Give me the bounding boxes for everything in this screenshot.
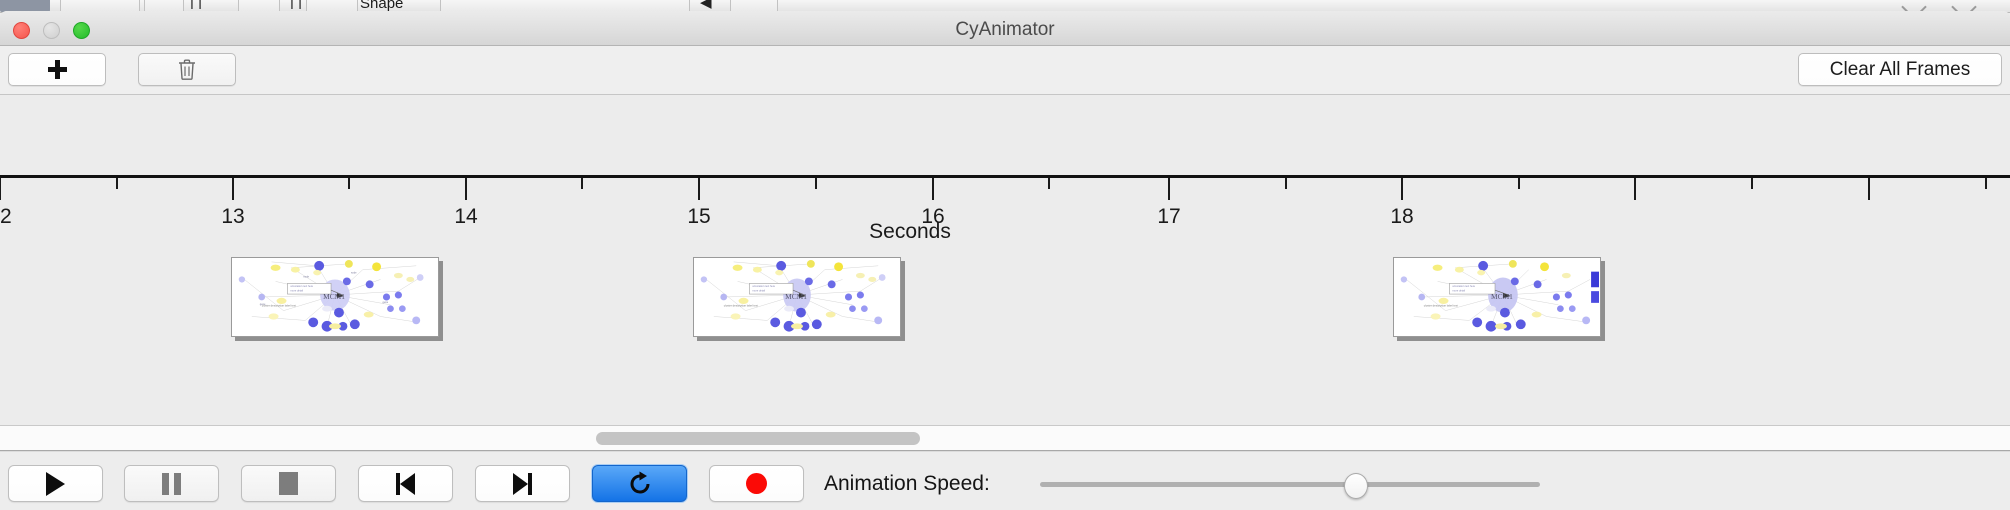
- svg-text:gene: gene: [383, 301, 389, 304]
- animation-speed-slider-knob[interactable]: [1344, 473, 1368, 499]
- ruler-tick: [815, 178, 817, 189]
- ruler-tick-label: 16: [921, 205, 945, 228]
- ruler-tick-label: 14: [454, 205, 478, 228]
- ruler-tick: [0, 178, 1, 200]
- ruler-tick: [1634, 178, 1636, 200]
- ruler-tick: [1285, 178, 1287, 189]
- window-title: CyAnimator: [955, 19, 1055, 40]
- clear-all-frames-button[interactable]: Clear All Frames: [1798, 53, 2002, 86]
- background-app-toolbar-sliver: | | | | Shape ◀: [0, 0, 2010, 13]
- bg-glyph: | |: [290, 0, 302, 10]
- skip-forward-icon: [513, 472, 532, 495]
- ruler-tick: [1868, 178, 1870, 200]
- svg-text:MCM1: MCM1: [1491, 292, 1513, 301]
- ruler-tick: [1401, 178, 1403, 200]
- bg-chip: [306, 0, 358, 12]
- ruler-tick-label: 13: [221, 205, 245, 228]
- ruler-tick: [348, 178, 350, 189]
- network-thumbnail-graphic: annotation text here more detail MCM1 cl…: [700, 259, 886, 332]
- pause-button[interactable]: [124, 465, 219, 502]
- ruler-tick-label: 17: [1157, 205, 1181, 228]
- skip-to-end-button[interactable]: [475, 465, 570, 502]
- animation-speed-label: Animation Speed:: [824, 472, 990, 495]
- maximize-button[interactable]: [73, 22, 90, 39]
- bg-app-label: Shape: [360, 0, 404, 12]
- svg-text:node: node: [303, 275, 309, 279]
- plus-icon: [47, 60, 67, 79]
- ruler-tick: [232, 178, 234, 200]
- keyframe-thumbnail-1[interactable]: gene node node gene annotation text here m…: [231, 257, 439, 337]
- bg-chip: [144, 0, 184, 12]
- playback-controls-bar: Animation Speed:: [0, 451, 2010, 510]
- ruler-tick: [1168, 178, 1170, 200]
- svg-text:annotation text here: annotation text here: [1452, 284, 1475, 288]
- keyframe-thumbnail-2[interactable]: annotation text here more detail MCM1 cl…: [693, 257, 901, 337]
- skip-backward-icon: [396, 472, 415, 495]
- svg-text:node: node: [351, 271, 357, 275]
- keyframe-thumbnail-3[interactable]: annotation text here more detail MCM1 cl…: [1393, 257, 1601, 337]
- bg-glyph: ◀: [700, 0, 712, 11]
- animation-speed-slider[interactable]: [1040, 482, 1540, 487]
- svg-text:annotation text here: annotation text here: [290, 284, 313, 288]
- delete-frame-button[interactable]: [138, 53, 236, 86]
- ruler-tick: [1985, 178, 1987, 189]
- minimize-button[interactable]: [43, 22, 60, 39]
- timeline-ruler-baseline: [0, 175, 2010, 178]
- svg-text:more detail: more detail: [1452, 289, 1465, 293]
- network-thumbnail-graphic: annotation text here more detail MCM1 cl…: [1400, 259, 1600, 332]
- ruler-tick: [581, 178, 583, 189]
- play-button[interactable]: [8, 465, 103, 502]
- bg-chip: [0, 0, 50, 12]
- close-button[interactable]: [13, 22, 30, 39]
- trash-icon: [178, 59, 196, 80]
- ruler-tick: [116, 178, 118, 189]
- svg-text:annotation text here: annotation text here: [752, 284, 775, 288]
- loop-refresh-icon: [630, 471, 649, 493]
- frame-toolbar: Clear All Frames: [0, 46, 2010, 95]
- bg-chip: [238, 0, 280, 12]
- svg-text:cluster description label text: cluster description label text: [724, 304, 758, 308]
- svg-text:cluster description label text: cluster description label text: [262, 304, 296, 308]
- bg-chip: [440, 0, 690, 12]
- ruler-tick: [465, 178, 467, 200]
- ruler-tick: [698, 178, 700, 200]
- svg-text:MCM1: MCM1: [323, 292, 345, 301]
- bg-chip: [730, 0, 778, 12]
- ruler-tick-label: 12: [0, 205, 12, 228]
- record-icon: [746, 473, 767, 494]
- ruler-tick: [1751, 178, 1753, 189]
- stop-icon: [279, 472, 298, 495]
- timeline-axis-title: Seconds: [869, 220, 951, 243]
- svg-text:cluster description label text: cluster description label text: [1424, 304, 1458, 308]
- timeline-panel[interactable]: gene node node gene annotation text here m…: [0, 95, 2010, 426]
- svg-text:more detail: more detail: [752, 289, 765, 293]
- bg-glyph: | |: [190, 0, 202, 10]
- ruler-tick-label: 15: [687, 205, 711, 228]
- ruler-tick: [1048, 178, 1050, 189]
- window-titlebar: CyAnimator: [0, 11, 2010, 46]
- network-thumbnail-graphic: gene node node gene annotation text here m…: [238, 259, 424, 332]
- record-button[interactable]: [709, 465, 804, 502]
- bg-chip: [60, 0, 140, 12]
- svg-text:gene: gene: [260, 303, 266, 306]
- skip-to-start-button[interactable]: [358, 465, 453, 502]
- cyanimator-window: CyAnimator Clear All Frames: [0, 11, 2010, 510]
- add-frame-button[interactable]: [8, 53, 106, 86]
- timeline-horizontal-scrollbar[interactable]: [0, 426, 2010, 451]
- play-icon: [46, 471, 65, 496]
- ruler-tick: [1518, 178, 1520, 189]
- ruler-tick: [932, 178, 934, 200]
- stop-button[interactable]: [241, 465, 336, 502]
- scrollbar-thumb[interactable]: [596, 432, 920, 445]
- loop-button[interactable]: [592, 465, 687, 502]
- ruler-tick-label: 18: [1390, 205, 1414, 228]
- svg-text:more detail: more detail: [290, 289, 303, 293]
- pause-icon: [162, 472, 181, 495]
- svg-text:MCM1: MCM1: [785, 292, 807, 301]
